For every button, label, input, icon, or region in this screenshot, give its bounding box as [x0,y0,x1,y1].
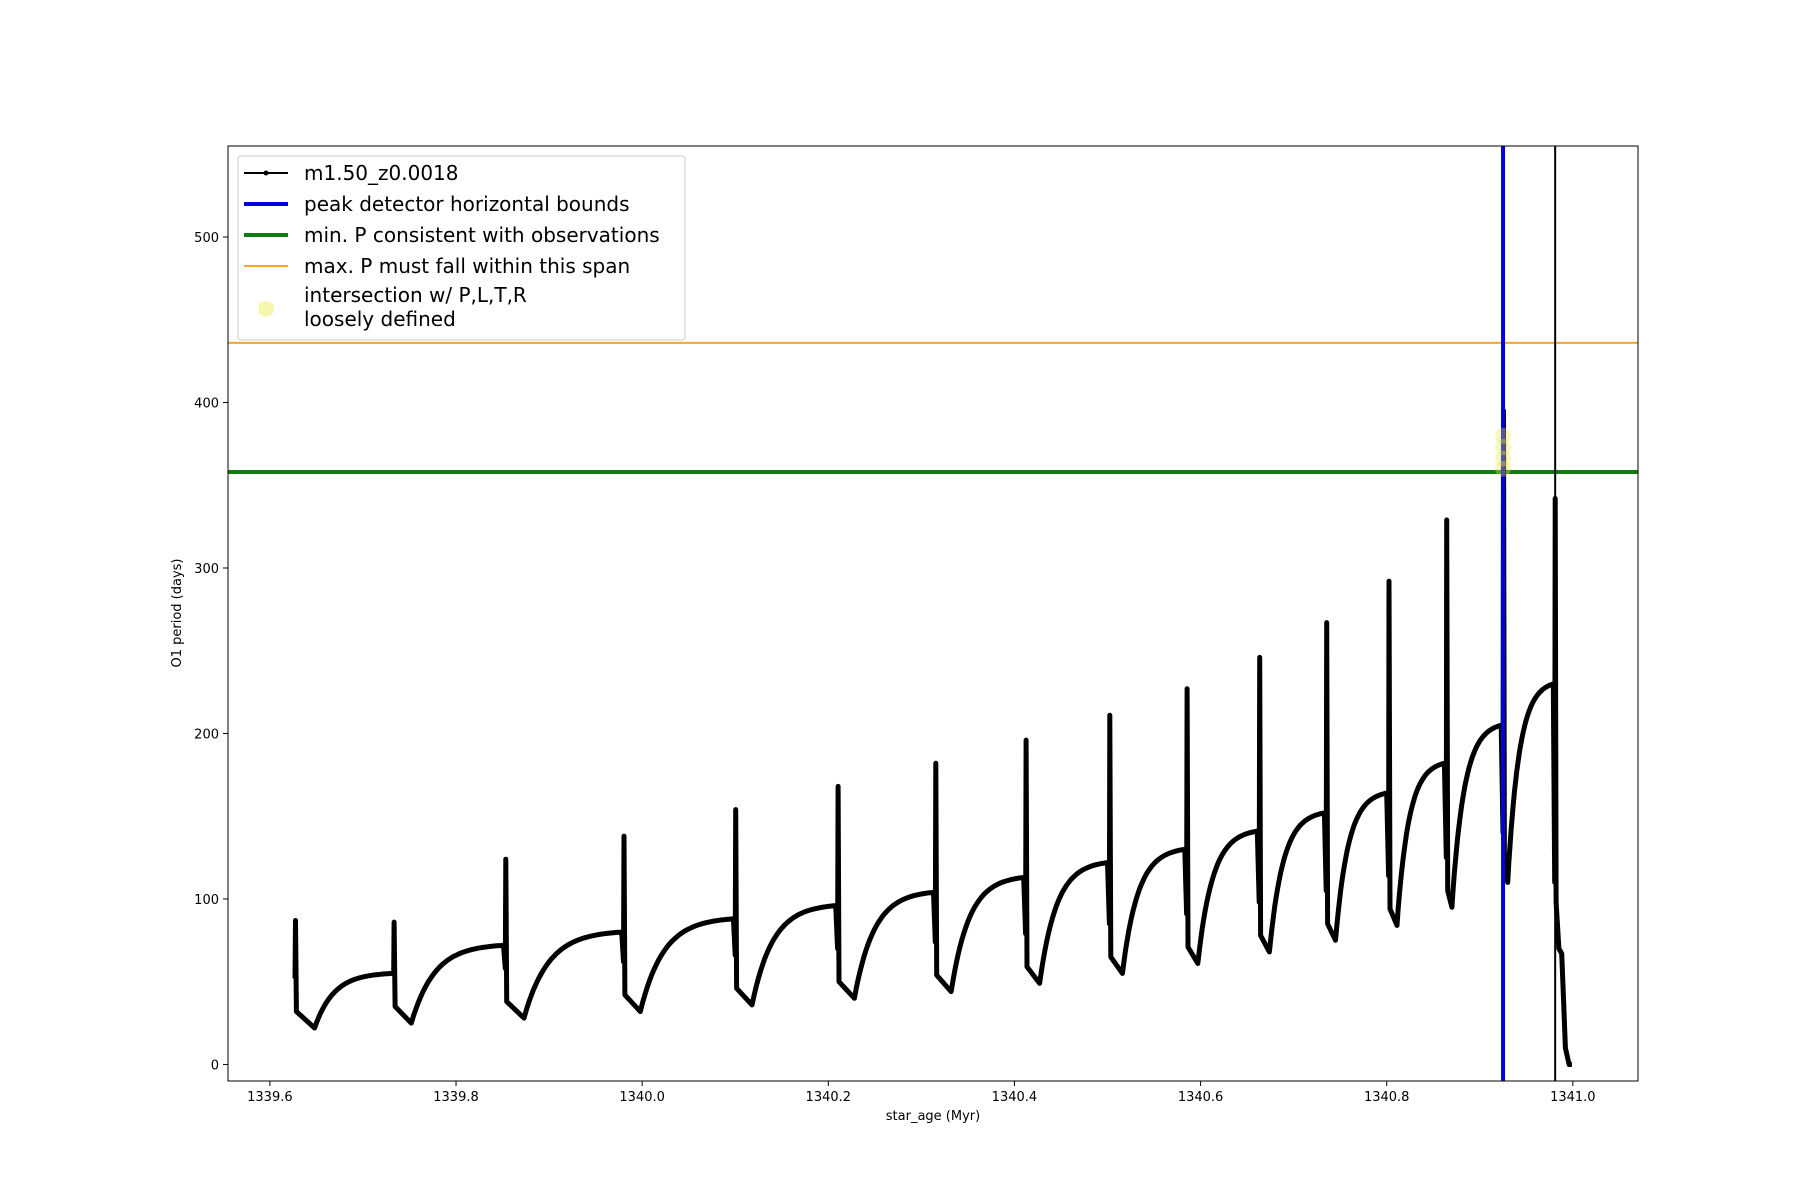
series-layer [292,408,1572,1067]
intersection-point [1495,439,1512,456]
y-tick-label: 0 [211,1058,219,1073]
x-tick-label: 1340.4 [992,1090,1038,1105]
reference-lines [228,341,1638,475]
legend-item: min. P consistent with observations [244,223,660,247]
y-tick-label: 100 [194,893,219,908]
intersection-point [1495,450,1512,467]
x-tick-label: 1340.0 [619,1090,665,1105]
y-tick-label: 500 [194,231,219,246]
legend-label: m1.50_z0.0018 [304,161,459,185]
legend-label: peak detector horizontal bounds [304,192,630,216]
x-tick-label: 1340.2 [806,1090,852,1105]
x-tick-label: 1341.0 [1550,1090,1596,1105]
plot-frame [227,145,1639,1082]
legend-label: max. P must fall within this span [304,254,630,278]
legend-item: max. P must fall within this span [244,254,630,278]
legend-box [237,155,686,341]
legend-item: m1.50_z0.0018 [244,161,459,185]
y-axis-label: O1 period (days) [170,558,185,667]
intersection-point [1495,460,1512,477]
legend-item: peak detector horizontal bounds [244,192,630,216]
overlay-layer [1495,146,1557,1081]
intersection-point [1495,427,1512,444]
y-tick-label: 400 [194,397,219,412]
legend-marker [263,170,269,176]
legend-label: min. P consistent with observations [304,223,660,247]
y-tick-label: 300 [194,562,219,577]
x-tick-label: 1339.8 [433,1090,479,1105]
legend-marker [258,301,274,317]
x-tick-label: 1339.6 [247,1090,293,1105]
x-axis-label: star_age (Myr) [886,1109,980,1124]
series-line-m1.50_z0.0018 [292,408,1572,1067]
axis-ticks: 1339.6 1339.8 1340.0 1340.2 1340.4 1340.6 1340… [194,231,1595,1105]
x-tick-label: 1340.6 [1178,1090,1224,1105]
x-tick-label: 1340.8 [1364,1090,1410,1105]
y-tick-label: 200 [194,727,219,742]
legend-item: intersection w/ P,L,T,R loosely defined [258,283,527,331]
legend-label: intersection w/ P,L,T,R loosely defined [304,283,527,331]
